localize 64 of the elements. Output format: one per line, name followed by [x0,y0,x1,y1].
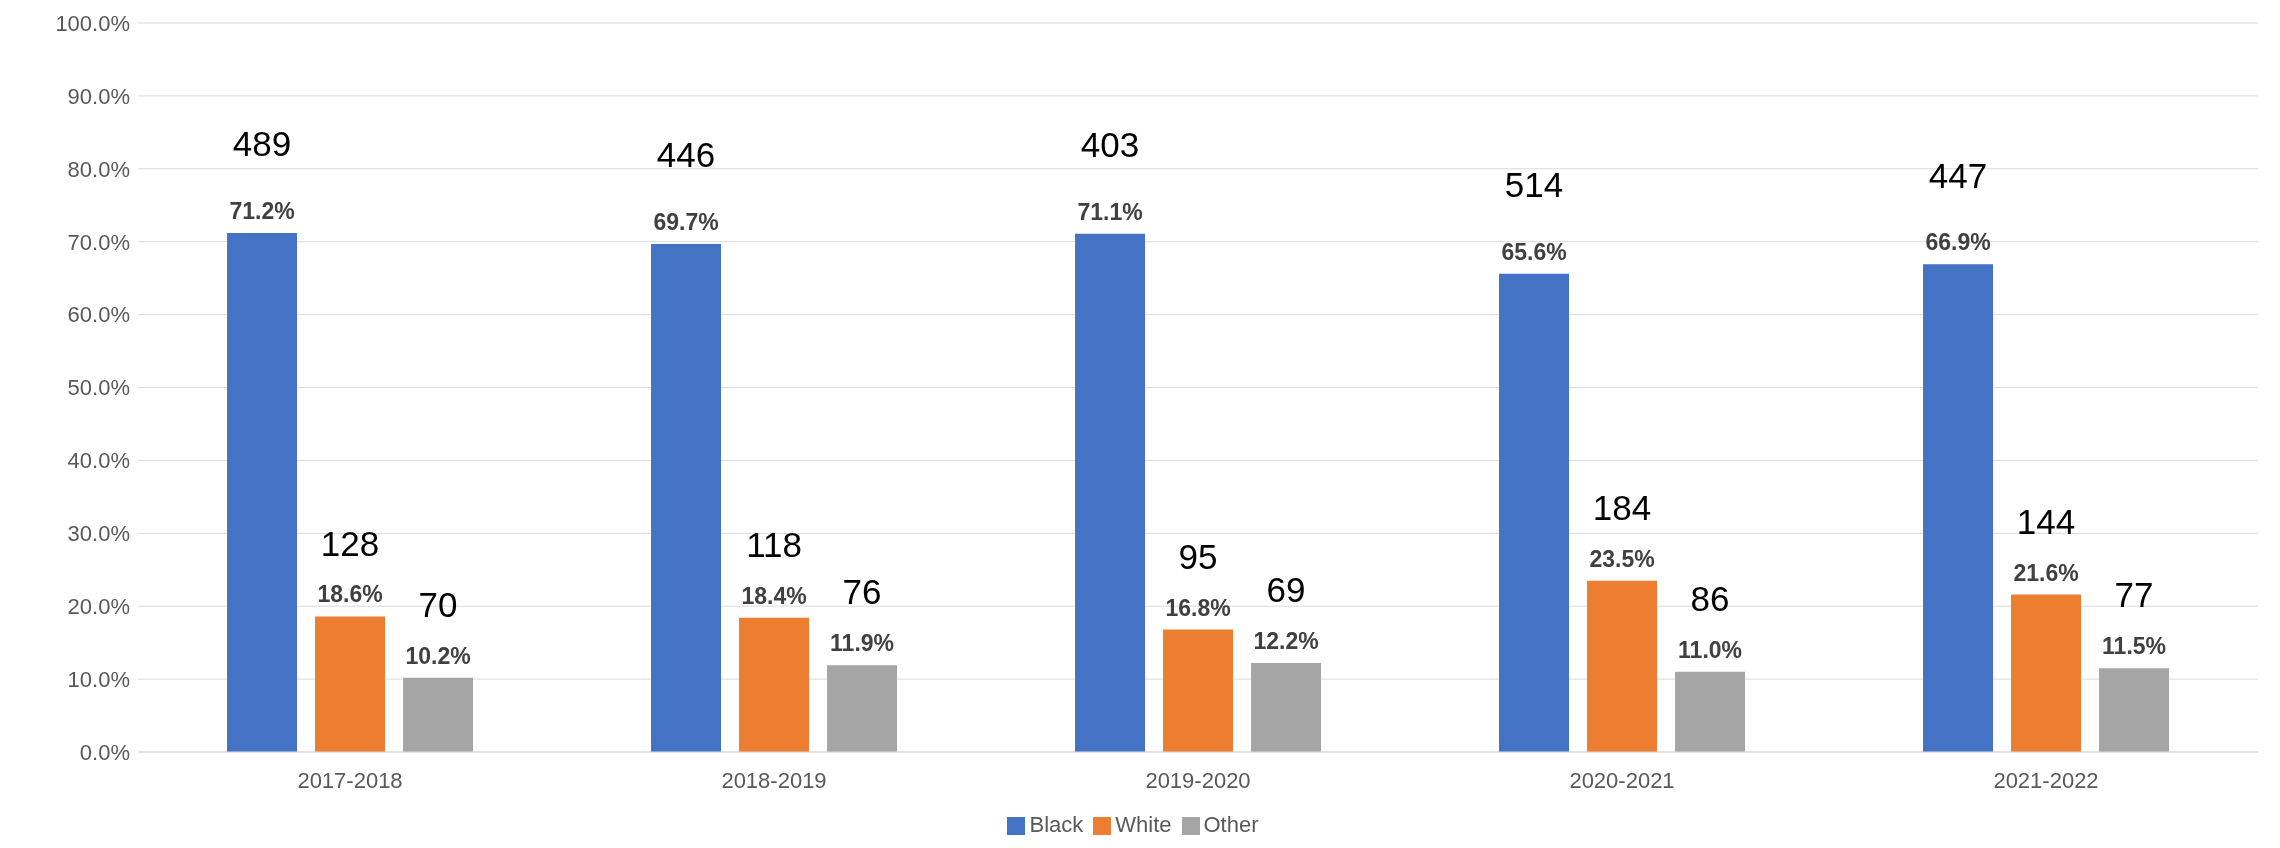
y-tick-label: 20.0% [67,594,130,620]
bar [1251,663,1322,752]
annotation: 69 [1266,570,1306,610]
y-tick-label: 10.0% [67,666,130,692]
y-tick-label: 60.0% [67,302,130,328]
y-tick-label: 30.0% [67,521,130,547]
bar [1499,273,1570,752]
data-label: 12.2% [1253,628,1319,655]
x-tick-label: 2020-2021 [1569,767,1675,793]
annotation: 128 [320,523,380,563]
data-label: 71.2% [229,197,295,224]
bar [227,232,298,752]
bar [315,616,386,752]
annotation: 403 [1080,124,1140,164]
y-tick-label: 90.0% [67,83,130,109]
data-label: 65.6% [1501,238,1567,265]
bar [1587,580,1658,752]
legend-label: White [1115,812,1172,837]
bar [739,617,810,752]
annotation: 489 [232,124,292,164]
y-tick-label: 50.0% [67,375,130,401]
bar [2011,594,2082,752]
annotation: 447 [1928,155,1988,195]
y-tick-label: 100.0% [55,10,130,36]
data-label: 18.4% [741,582,807,609]
bar [403,677,474,752]
annotation: 86 [1690,579,1730,619]
annotation: 184 [1592,487,1652,527]
x-tick-label: 2018-2019 [721,767,827,793]
data-label: 18.6% [317,581,383,608]
annotation: 446 [656,135,716,175]
data-label: 11.0% [1678,636,1743,663]
data-label: 16.8% [1165,594,1231,621]
y-tick-label: 40.0% [67,448,130,474]
bar [651,243,722,752]
y-tick-label: 70.0% [67,229,130,255]
annotation: 514 [1504,165,1564,205]
data-label: 10.2% [405,642,471,669]
annotation: 95 [1178,536,1218,576]
y-tick-label: 80.0% [67,156,130,182]
y-tick-label: 0.0% [79,739,130,765]
data-label: 11.9% [830,630,895,657]
data-label: 71.1% [1077,198,1143,225]
bar [1675,671,1746,752]
annotation: 144 [2016,501,2076,541]
annotation: 118 [746,525,802,565]
annotation: 77 [2114,575,2154,615]
bar [1923,264,1994,752]
annotation: 76 [842,572,882,612]
legend-label: Black [1029,812,1084,837]
bar [2099,668,2170,752]
annotation: 70 [418,584,458,624]
data-label: 21.6% [2013,559,2079,586]
bar [827,665,898,752]
data-label: 66.9% [1925,229,1991,256]
bar [1163,629,1234,752]
legend-label: Other [1203,812,1259,837]
data-label: 23.5% [1589,545,1655,572]
x-tick-label: 2021-2022 [1993,767,2099,793]
data-label: 69.7% [653,208,719,235]
data-label: 11.5% [2102,633,2167,660]
x-tick-label: 2017-2018 [297,767,403,793]
bar [1075,233,1146,752]
x-tick-label: 2019-2020 [1145,767,1251,793]
